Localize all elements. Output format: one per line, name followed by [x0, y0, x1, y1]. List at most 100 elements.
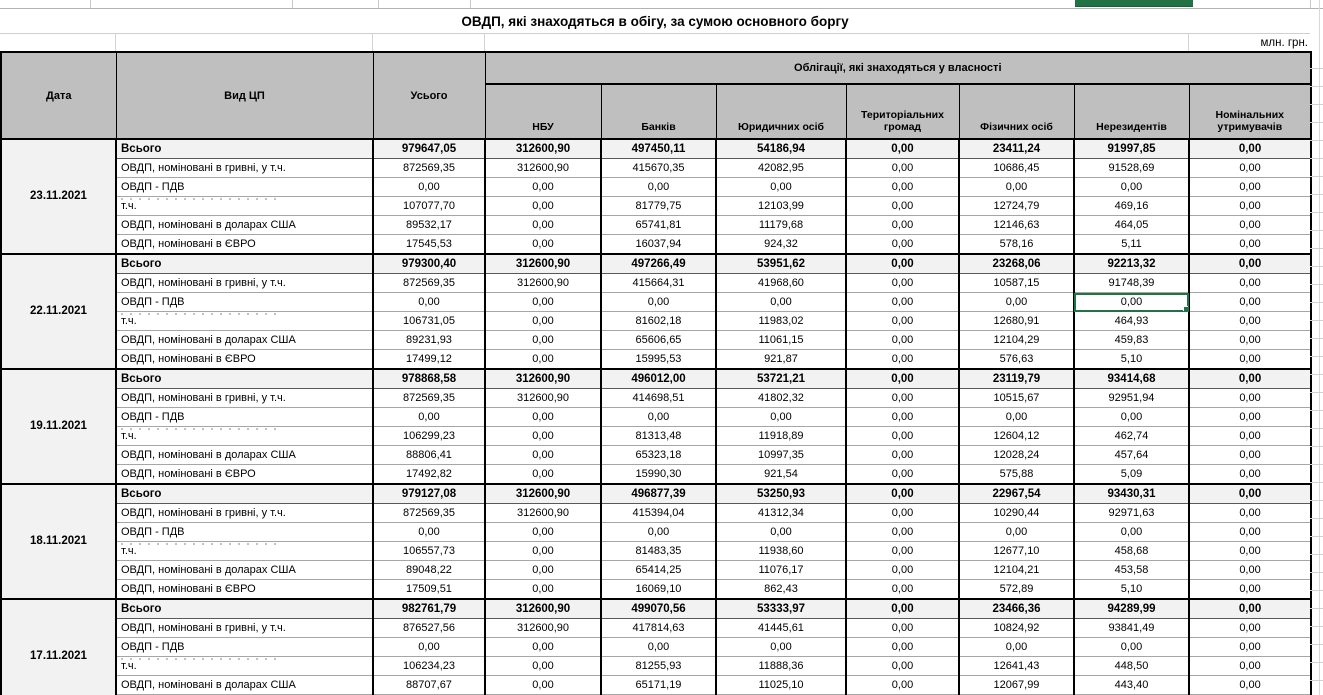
- security-type-cell[interactable]: ОВДП, номіновані в доларах США: [115, 675, 374, 695]
- value-cell[interactable]: 0,00: [484, 311, 602, 331]
- column-header-ownership-group[interactable]: Облігації, які знаходяться у власності: [484, 51, 1312, 85]
- value-cell[interactable]: 0,00: [600, 637, 717, 657]
- value-cell[interactable]: 91748,39: [1073, 273, 1190, 293]
- column-header-owner[interactable]: Номінальних утримувачів: [1188, 83, 1312, 140]
- value-cell[interactable]: 107077,70: [372, 196, 486, 216]
- value-cell[interactable]: 81313,48: [600, 426, 717, 446]
- value-cell[interactable]: 0,00: [845, 368, 960, 389]
- column-header-owner[interactable]: НБУ: [484, 83, 602, 140]
- value-cell[interactable]: 0,00: [715, 637, 847, 657]
- value-cell[interactable]: 0,00: [600, 522, 717, 542]
- value-cell[interactable]: 0,00: [1187, 618, 1313, 638]
- value-cell[interactable]: 12641,43: [958, 656, 1075, 676]
- security-type-cell[interactable]: ОВДП, номіновані в ЄВРО: [115, 464, 374, 485]
- value-cell[interactable]: 0,00: [958, 637, 1075, 657]
- date-cell[interactable]: 23.11.2021: [0, 138, 117, 255]
- value-cell[interactable]: 17545,53: [372, 234, 486, 255]
- value-cell[interactable]: 53333,97: [715, 598, 847, 619]
- security-type-cell[interactable]: ОВДП - ПДВ: [115, 292, 374, 312]
- value-cell[interactable]: 0,00: [1187, 311, 1313, 331]
- value-cell[interactable]: 81779,75: [600, 196, 717, 216]
- value-cell[interactable]: 5,10: [1073, 349, 1190, 370]
- value-cell[interactable]: 89231,93: [372, 330, 486, 350]
- value-cell[interactable]: 312600,90: [484, 483, 602, 504]
- value-cell[interactable]: 11918,89: [715, 426, 847, 446]
- value-cell[interactable]: 979300,40: [372, 253, 486, 274]
- security-type-cell[interactable]: ОВДП, номіновані в ЄВРО: [115, 579, 374, 600]
- value-cell[interactable]: 312600,90: [484, 598, 602, 619]
- value-cell[interactable]: 0,00: [958, 522, 1075, 542]
- value-cell[interactable]: 0,00: [484, 675, 602, 695]
- value-cell[interactable]: 11983,02: [715, 311, 847, 331]
- value-cell[interactable]: 42082,95: [715, 158, 847, 178]
- value-cell[interactable]: 312600,90: [484, 388, 602, 408]
- value-cell[interactable]: 0,00: [845, 541, 960, 561]
- value-cell[interactable]: 0,00: [484, 196, 602, 216]
- value-cell[interactable]: 496877,39: [600, 483, 717, 504]
- value-cell[interactable]: 65323,18: [600, 445, 717, 465]
- value-cell[interactable]: 0,00: [845, 215, 960, 235]
- value-cell[interactable]: 0,00: [1073, 407, 1190, 427]
- security-type-cell[interactable]: ОВДП, номіновані в доларах США: [115, 330, 374, 350]
- value-cell[interactable]: 53250,93: [715, 483, 847, 504]
- column-header-owner[interactable]: Фізичних осіб: [958, 83, 1075, 140]
- value-cell[interactable]: 0,00: [845, 464, 960, 485]
- value-cell[interactable]: 0,00: [845, 407, 960, 427]
- value-cell[interactable]: 0,00: [484, 464, 602, 485]
- value-cell[interactable]: 312600,90: [484, 158, 602, 178]
- value-cell[interactable]: 12028,24: [958, 445, 1075, 465]
- value-cell[interactable]: 15995,53: [600, 349, 717, 370]
- value-cell[interactable]: 0,00: [845, 273, 960, 293]
- security-type-cell[interactable]: ОВДП, номіновані в доларах США: [115, 215, 374, 235]
- value-cell[interactable]: 0,00: [1187, 368, 1313, 389]
- value-cell[interactable]: 53951,62: [715, 253, 847, 274]
- value-cell[interactable]: 11888,36: [715, 656, 847, 676]
- value-cell[interactable]: 0,00: [1187, 541, 1313, 561]
- security-type-cell[interactable]: ОВДП, номіновані в доларах США: [115, 560, 374, 580]
- value-cell[interactable]: 23466,36: [958, 598, 1075, 619]
- value-cell[interactable]: 106234,23: [372, 656, 486, 676]
- value-cell[interactable]: 41802,32: [715, 388, 847, 408]
- value-cell[interactable]: 12067,99: [958, 675, 1075, 695]
- value-cell[interactable]: 11938,60: [715, 541, 847, 561]
- value-cell[interactable]: 17509,51: [372, 579, 486, 600]
- value-cell[interactable]: 415394,04: [600, 503, 717, 523]
- value-cell[interactable]: 81255,93: [600, 656, 717, 676]
- column-header-date[interactable]: Дата: [0, 51, 117, 140]
- security-type-cell[interactable]: ОВДП, номіновані в ЄВРО: [115, 234, 374, 255]
- value-cell[interactable]: 12677,10: [958, 541, 1075, 561]
- value-cell[interactable]: 23119,79: [958, 368, 1075, 389]
- security-type-cell[interactable]: т.ч.: [115, 656, 374, 676]
- value-cell[interactable]: 575,88: [958, 464, 1075, 485]
- value-cell[interactable]: 65741,81: [600, 215, 717, 235]
- security-type-cell[interactable]: ОВДП, номіновані в доларах США: [115, 445, 374, 465]
- value-cell[interactable]: 12103,99: [715, 196, 847, 216]
- value-cell[interactable]: 17492,82: [372, 464, 486, 485]
- value-cell[interactable]: 0,00: [845, 522, 960, 542]
- value-cell[interactable]: 93841,49: [1073, 618, 1190, 638]
- value-cell[interactable]: 462,74: [1073, 426, 1190, 446]
- date-cell[interactable]: 19.11.2021: [0, 368, 117, 485]
- security-type-cell[interactable]: Всього: [115, 253, 374, 274]
- value-cell[interactable]: 578,16: [958, 234, 1075, 255]
- value-cell[interactable]: 457,64: [1073, 445, 1190, 465]
- value-cell[interactable]: 0,00: [845, 138, 960, 159]
- value-cell[interactable]: 872569,35: [372, 158, 486, 178]
- value-cell[interactable]: 17499,12: [372, 349, 486, 370]
- value-cell[interactable]: 0,00: [600, 407, 717, 427]
- security-type-cell[interactable]: Всього: [115, 483, 374, 504]
- value-cell[interactable]: 0,00: [845, 560, 960, 580]
- value-cell[interactable]: 0,00: [845, 483, 960, 504]
- value-cell[interactable]: 0,00: [484, 656, 602, 676]
- value-cell[interactable]: 0,00: [484, 445, 602, 465]
- value-cell[interactable]: 12680,91: [958, 311, 1075, 331]
- value-cell[interactable]: 0,00: [1187, 522, 1313, 542]
- value-cell[interactable]: 0,00: [958, 177, 1075, 197]
- value-cell[interactable]: 464,93: [1073, 311, 1190, 331]
- value-cell[interactable]: 89048,22: [372, 560, 486, 580]
- value-cell[interactable]: 0,00: [372, 637, 486, 657]
- value-cell[interactable]: 312600,90: [484, 253, 602, 274]
- value-cell[interactable]: 16069,10: [600, 579, 717, 600]
- security-type-cell[interactable]: т.ч.: [115, 311, 374, 331]
- value-cell[interactable]: 0,00: [1187, 330, 1313, 350]
